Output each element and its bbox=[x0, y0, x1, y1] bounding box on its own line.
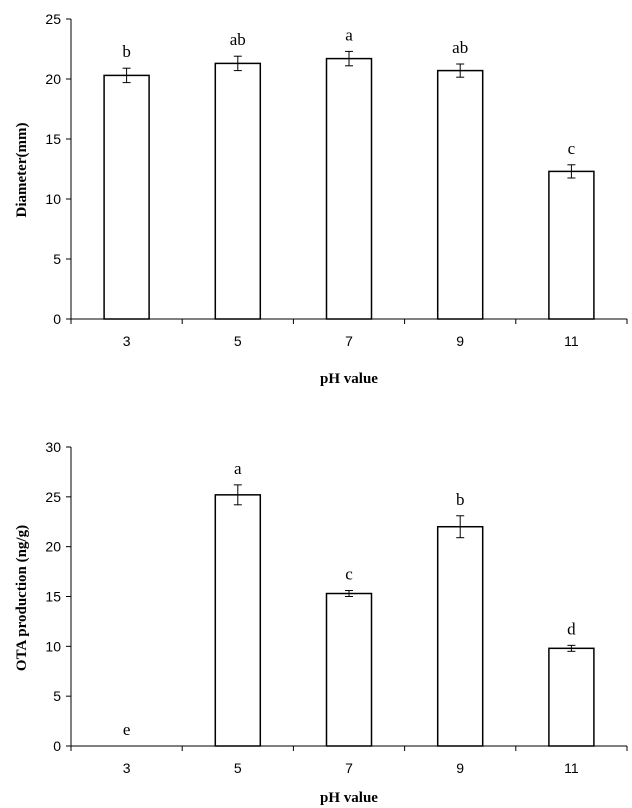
y-tick-label: 30 bbox=[45, 439, 61, 455]
x-tick-label: 3 bbox=[123, 333, 131, 349]
x-tick-label: 5 bbox=[234, 760, 242, 776]
y-tick-label: 0 bbox=[53, 311, 61, 327]
y-tick-label: 10 bbox=[45, 191, 61, 207]
y-tick-label: 25 bbox=[45, 11, 61, 27]
significance-label: a bbox=[345, 25, 353, 44]
bar bbox=[436, 525, 484, 747]
x-tick-label: 11 bbox=[564, 760, 579, 776]
y-tick-label: 5 bbox=[53, 251, 61, 267]
x-tick-label: 9 bbox=[456, 333, 464, 349]
significance-label: b bbox=[122, 42, 131, 61]
bar bbox=[548, 647, 595, 747]
bar bbox=[214, 494, 262, 747]
diameter-chart: Diameter(mm) pH value 0 5 10 15 20 25 3 b 5 ab 7 a 9… bbox=[14, 11, 628, 387]
x-tick-label: 5 bbox=[234, 333, 242, 349]
significance-label: ab bbox=[230, 30, 246, 49]
significance-label: c bbox=[345, 565, 353, 584]
x-tick-label: 7 bbox=[345, 333, 353, 349]
bar bbox=[325, 57, 373, 320]
bar bbox=[548, 170, 595, 320]
y-tick-label: 20 bbox=[45, 71, 61, 87]
y-tick-label: 25 bbox=[45, 489, 61, 505]
y-tick-label: 0 bbox=[53, 738, 61, 754]
significance-label: a bbox=[234, 459, 242, 478]
y-tick-label: 10 bbox=[45, 638, 61, 654]
x-tick-label: 7 bbox=[345, 760, 353, 776]
significance-label: c bbox=[568, 139, 576, 158]
bar bbox=[214, 62, 262, 320]
significance-label: e bbox=[123, 720, 131, 739]
significance-label: ab bbox=[452, 38, 468, 57]
significance-label: d bbox=[567, 619, 576, 638]
x-axis-title: pH value bbox=[320, 371, 378, 387]
y-tick-label: 20 bbox=[45, 539, 61, 555]
bar bbox=[325, 592, 373, 747]
ota-production-chart: OTA production (ng/g) pH value 0 5 10 15 20 2… bbox=[14, 439, 628, 806]
y-tick-label: 5 bbox=[53, 688, 61, 704]
bar bbox=[436, 69, 484, 320]
bar bbox=[103, 74, 150, 320]
x-tick-label: 3 bbox=[123, 760, 131, 776]
significance-label: b bbox=[456, 490, 465, 509]
y-tick-label: 15 bbox=[45, 589, 61, 605]
x-tick-label: 9 bbox=[456, 760, 464, 776]
y-axis-title: Diameter(mm) bbox=[14, 123, 30, 218]
x-axis-title: pH value bbox=[320, 790, 378, 806]
y-tick-label: 15 bbox=[45, 131, 61, 147]
x-tick-label: 11 bbox=[564, 333, 579, 349]
y-axis-title: OTA production (ng/g) bbox=[14, 525, 30, 671]
